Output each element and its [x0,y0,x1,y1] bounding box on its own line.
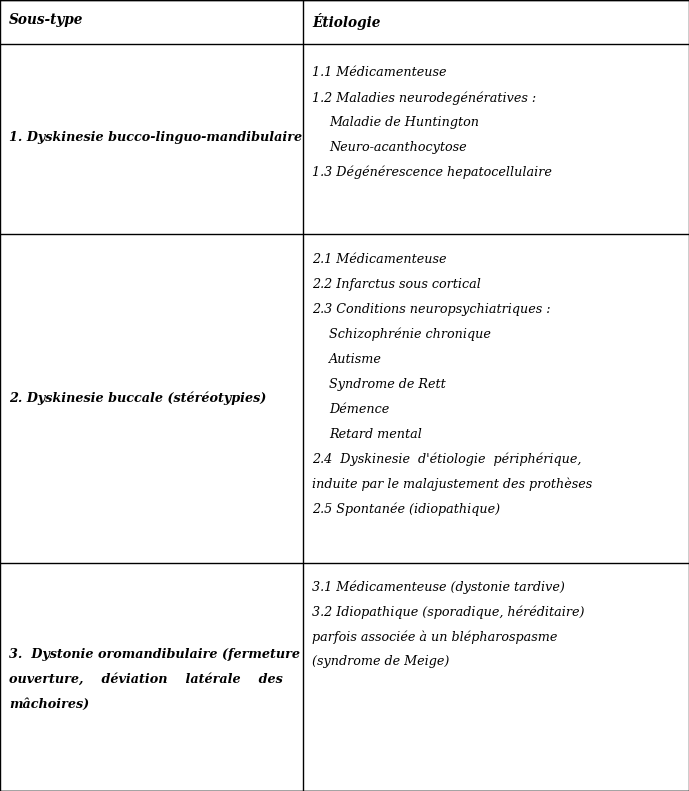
Text: 2.3 Conditions neuropsychiatriques :: 2.3 Conditions neuropsychiatriques : [312,303,551,316]
Text: 1.3 Dégénérescence hepatocellulaire: 1.3 Dégénérescence hepatocellulaire [312,166,552,180]
Text: ouverture,    déviation    latérale    des: ouverture, déviation latérale des [9,673,282,687]
Text: 1.2 Maladies neurodegénératives :: 1.2 Maladies neurodegénératives : [312,91,536,104]
Text: Démence: Démence [329,403,389,415]
Text: 2. Dyskinesie buccale (stéréotypies): 2. Dyskinesie buccale (stéréotypies) [9,391,266,404]
Text: Schizophrénie chronique: Schizophrénie chronique [329,327,491,342]
Text: 2.5 Spontanée (idiopathique): 2.5 Spontanée (idiopathique) [312,502,500,516]
Text: Retard mental: Retard mental [329,427,422,441]
Text: Neuro-acanthocytose: Neuro-acanthocytose [329,141,467,154]
Text: mâchoires): mâchoires) [9,698,89,711]
Text: 2.4  Dyskinesie  d'étiologie  périphérique,: 2.4 Dyskinesie d'étiologie périphérique, [312,452,582,466]
Text: 3.1 Médicamenteuse (dystonie tardive): 3.1 Médicamenteuse (dystonie tardive) [312,581,565,594]
Text: Maladie de Huntington: Maladie de Huntington [329,116,480,129]
Text: 1. Dyskinesie bucco-linguo-mandibulaire: 1. Dyskinesie bucco-linguo-mandibulaire [9,131,302,144]
Text: Étiologie: Étiologie [312,13,380,29]
Text: 1.1 Médicamenteuse: 1.1 Médicamenteuse [312,66,446,79]
Text: Sous-type: Sous-type [9,13,83,27]
Text: 2.2 Infarctus sous cortical: 2.2 Infarctus sous cortical [312,278,481,291]
Text: 3.  Dystonie oromandibulaire (fermeture: 3. Dystonie oromandibulaire (fermeture [9,649,300,661]
Text: 3.2 Idiopathique (sporadique, héréditaire): 3.2 Idiopathique (sporadique, héréditair… [312,605,585,619]
Text: induite par le malajustement des prothèses: induite par le malajustement des prothès… [312,477,593,491]
Text: Syndrome de Rett: Syndrome de Rett [329,377,446,391]
Text: Autisme: Autisme [329,353,382,365]
Text: 2.1 Médicamenteuse: 2.1 Médicamenteuse [312,253,446,266]
Text: (syndrome de Meige): (syndrome de Meige) [312,655,449,668]
Text: parfois associée à un blépharospasme: parfois associée à un blépharospasme [312,630,557,644]
